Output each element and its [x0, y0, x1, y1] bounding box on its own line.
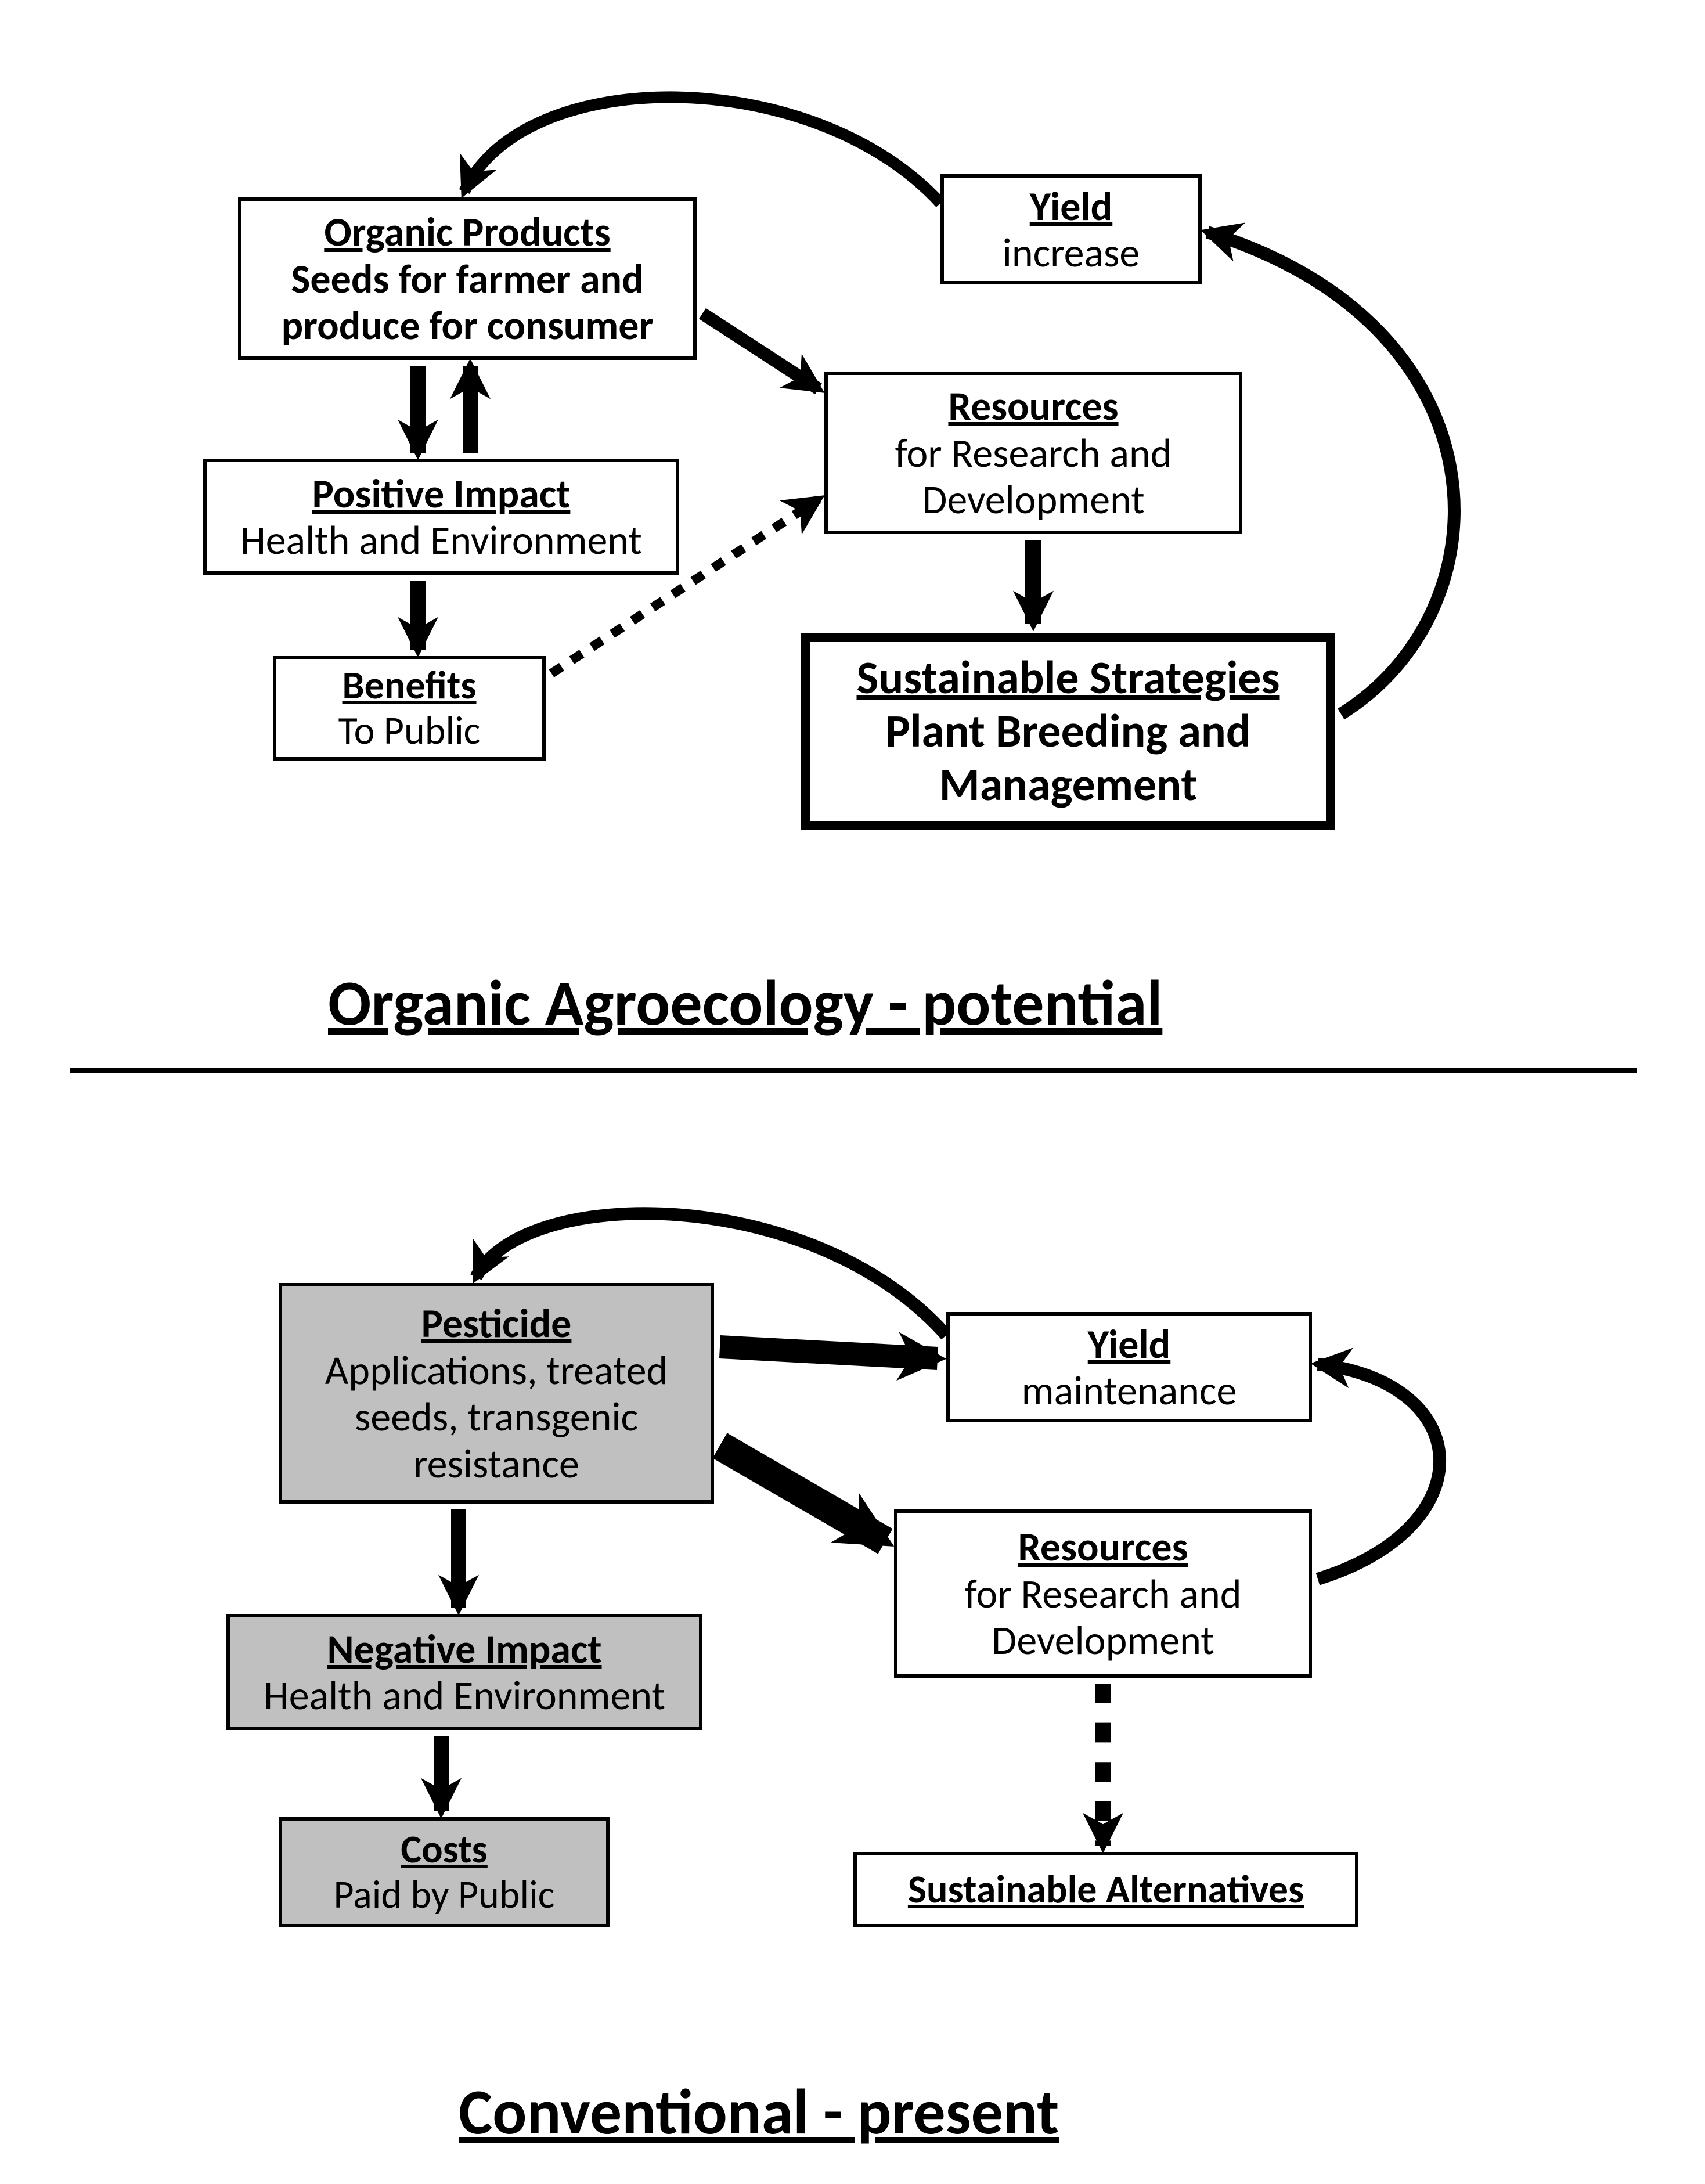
node-negative-impact: Negative Impact Health and Environment [226, 1614, 702, 1730]
node-body: Paid by Public [333, 1872, 554, 1918]
edge-organic_to_resources [702, 313, 819, 389]
node-title: Sustainable Alternatives [908, 1867, 1304, 1912]
node-body: Seeds for farmer and produce for consume… [253, 255, 682, 349]
node-body: Applications, treated seeds, transgenic … [294, 1347, 699, 1487]
node-pesticide: Pesticide Applications, treated seeds, t… [279, 1283, 714, 1504]
node-title: Resources [948, 383, 1118, 430]
node-benefits: Benefits To Public [273, 656, 546, 761]
node-body: Plant Breeding and Management [822, 705, 1314, 812]
edge-resources2_to_yield2_curve [1318, 1364, 1440, 1579]
node-body: for Research and Development [839, 430, 1227, 523]
node-title: Benefits [343, 663, 477, 708]
edge-pesticide_to_resources2 [720, 1446, 885, 1541]
node-sustainable-strategies: Sustainable Strategies Plant Breeding an… [801, 633, 1335, 830]
node-title: Negative Impact [327, 1626, 601, 1673]
node-body: increase [1003, 229, 1140, 276]
node-body: Health and Environment [240, 517, 642, 564]
section-title-conventional: Conventional - present [459, 2073, 1059, 2151]
node-title: Resources [1018, 1523, 1188, 1570]
node-title: Organic Products [324, 208, 610, 255]
node-title: Pesticide [421, 1300, 572, 1347]
edge-yield_to_organic_curve [464, 97, 940, 203]
node-title: Yield [1030, 183, 1113, 230]
node-sustainable-alternatives: Sustainable Alternatives [853, 1852, 1358, 1927]
edge-pesticide_to_yield2 [720, 1347, 938, 1358]
node-organic-products: Organic Products Seeds for farmer and pr… [238, 197, 697, 360]
node-title: Yield [1088, 1321, 1171, 1368]
diagram-canvas: Organic Products Seeds for farmer and pr… [0, 0, 1705, 2184]
node-yield-increase: Yield increase [940, 174, 1202, 284]
node-resources-top: Resources for Research and Development [824, 372, 1242, 534]
node-positive-impact: Positive Impact Health and Environment [203, 459, 679, 575]
node-title: Sustainable Strategies [857, 651, 1280, 705]
node-body: for Research and Development [909, 1570, 1297, 1664]
node-body: To Public [338, 708, 481, 754]
node-body: maintenance [1022, 1367, 1237, 1414]
section-divider [70, 1068, 1637, 1073]
node-title: Positive Impact [312, 470, 571, 517]
node-resources-bottom: Resources for Research and Development [894, 1509, 1312, 1678]
section-title-organic: Organic Agroecology - potential [328, 964, 1162, 1042]
node-yield-maintenance: Yield maintenance [946, 1312, 1312, 1422]
node-body: Health and Environment [264, 1672, 665, 1719]
node-costs: Costs Paid by Public [279, 1817, 610, 1927]
node-title: Costs [401, 1827, 488, 1872]
